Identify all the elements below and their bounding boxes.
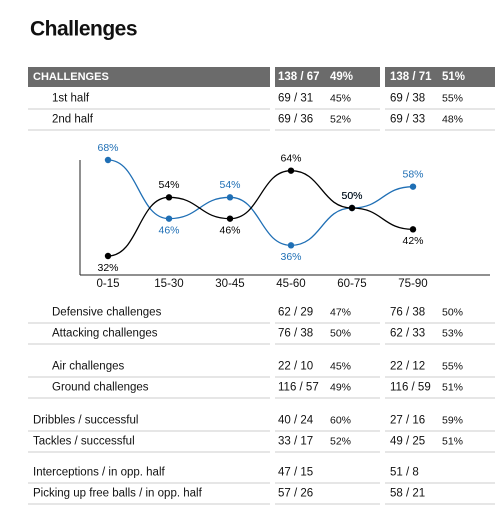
data-label: 46% xyxy=(158,224,179,236)
data-label: 64% xyxy=(280,152,301,164)
header-bg xyxy=(275,67,380,87)
value-cell: 69 / 38 xyxy=(390,93,425,105)
row-label: Picking up free balls / in opp. half xyxy=(33,488,203,500)
row-label: 1st half xyxy=(52,93,90,105)
value-cell: 62 / 29 xyxy=(278,307,313,319)
value-cell: 116 / 57 xyxy=(278,382,319,394)
value-cell: 69 / 36 xyxy=(278,114,313,126)
page-title: Challenges xyxy=(30,18,137,41)
percent-cell: 53% xyxy=(442,327,463,339)
value-cell: 22 / 12 xyxy=(390,361,425,373)
data-label: 54% xyxy=(219,179,240,191)
value-cell: 116 / 59 xyxy=(390,382,431,394)
data-point xyxy=(287,167,295,174)
value-cell: 69 / 31 xyxy=(278,93,313,105)
row-label: 2nd half xyxy=(52,114,94,126)
data-label: 36% xyxy=(280,251,301,263)
data-label: 54% xyxy=(158,179,179,191)
row-label: Tackles / successful xyxy=(33,436,135,448)
value-cell: 40 / 24 xyxy=(278,415,314,427)
data-point xyxy=(348,204,356,212)
percent-cell: 51% xyxy=(442,435,463,447)
header-cell: CHALLENGES xyxy=(33,71,109,83)
row-label: Ground challenges xyxy=(52,382,149,394)
data-point xyxy=(165,215,173,222)
value-cell: 22 / 10 xyxy=(278,361,313,373)
series-line xyxy=(107,159,414,246)
data-point xyxy=(287,242,295,249)
data-label: 58% xyxy=(402,168,423,180)
percent-cell: 48% xyxy=(442,113,463,125)
value-cell: 57 / 26 xyxy=(278,488,313,500)
value-cell: 76 / 38 xyxy=(278,328,313,340)
value-cell: 27 / 16 xyxy=(390,415,425,427)
data-label: 46% xyxy=(219,224,240,236)
row-label: Attacking challenges xyxy=(52,328,158,340)
data-point xyxy=(165,194,173,201)
percent-cell: 51% xyxy=(442,381,463,393)
percent-cell: 52% xyxy=(330,113,351,125)
data-label: 42% xyxy=(402,235,423,247)
data-point xyxy=(226,215,234,222)
x-tick-label: 15-30 xyxy=(154,278,183,290)
header-bg xyxy=(28,67,270,87)
header-bg xyxy=(385,67,495,87)
x-tick-label: 0-15 xyxy=(96,278,119,290)
header-cell: 51% xyxy=(442,71,465,83)
value-cell: 69 / 33 xyxy=(390,114,425,126)
x-tick-label: 45-60 xyxy=(276,278,305,290)
data-label: 32% xyxy=(97,262,118,274)
percent-cell: 49% xyxy=(330,381,351,393)
x-tick-label: 60-75 xyxy=(337,278,366,290)
data-label: 68% xyxy=(97,142,118,154)
data-label: 50% xyxy=(341,190,362,202)
data-point xyxy=(226,194,234,201)
percent-cell: 55% xyxy=(442,360,463,372)
value-cell: 33 / 17 xyxy=(278,436,313,448)
percent-cell: 60% xyxy=(330,414,351,426)
header-cell: 49% xyxy=(330,71,353,83)
data-point xyxy=(104,252,112,260)
percent-cell: 45% xyxy=(330,92,351,104)
header-cell: 138 / 67 xyxy=(278,71,320,83)
percent-cell: 52% xyxy=(330,435,351,447)
header-cell: 138 / 71 xyxy=(390,71,432,83)
value-cell: 76 / 38 xyxy=(390,307,425,319)
percent-cell: 59% xyxy=(442,414,463,426)
value-cell: 47 / 15 xyxy=(278,467,313,479)
row-label: Dribbles / successful xyxy=(33,415,138,427)
value-cell: 62 / 33 xyxy=(390,328,425,340)
value-cell: 58 / 21 xyxy=(390,488,425,500)
data-point xyxy=(409,226,417,233)
data-point xyxy=(409,183,417,190)
series-line xyxy=(107,170,414,257)
percent-cell: 55% xyxy=(442,92,463,104)
x-tick-label: 30-45 xyxy=(215,278,244,290)
data-label: 50% xyxy=(341,190,362,202)
value-cell: 51 / 8 xyxy=(390,467,419,479)
percent-cell: 50% xyxy=(330,327,351,339)
percent-cell: 50% xyxy=(442,306,463,318)
percent-cell: 47% xyxy=(330,306,351,318)
value-cell: 49 / 25 xyxy=(390,436,425,448)
row-label: Defensive challenges xyxy=(52,307,162,319)
row-label: Interceptions / in opp. half xyxy=(33,467,165,479)
percent-cell: 45% xyxy=(330,360,351,372)
x-tick-label: 75-90 xyxy=(398,278,427,290)
data-point xyxy=(104,156,112,164)
row-label: Air challenges xyxy=(52,361,124,373)
